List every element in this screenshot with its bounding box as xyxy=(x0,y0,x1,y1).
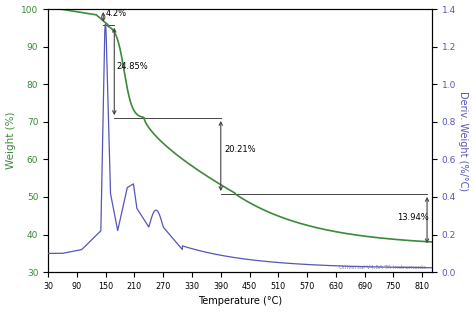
Y-axis label: Deriv. Weight (%/°C): Deriv. Weight (%/°C) xyxy=(458,90,468,191)
Text: 24.85%: 24.85% xyxy=(117,62,148,71)
X-axis label: Temperature (°C): Temperature (°C) xyxy=(198,296,282,306)
Text: 13.94%: 13.94% xyxy=(397,212,429,222)
Text: 20.21%: 20.21% xyxy=(225,145,256,154)
Y-axis label: Weight (%): Weight (%) xyxy=(6,112,16,169)
Text: 4.2%: 4.2% xyxy=(105,9,126,18)
Text: Universal V4.5A TA Instruments: Universal V4.5A TA Instruments xyxy=(339,265,426,270)
